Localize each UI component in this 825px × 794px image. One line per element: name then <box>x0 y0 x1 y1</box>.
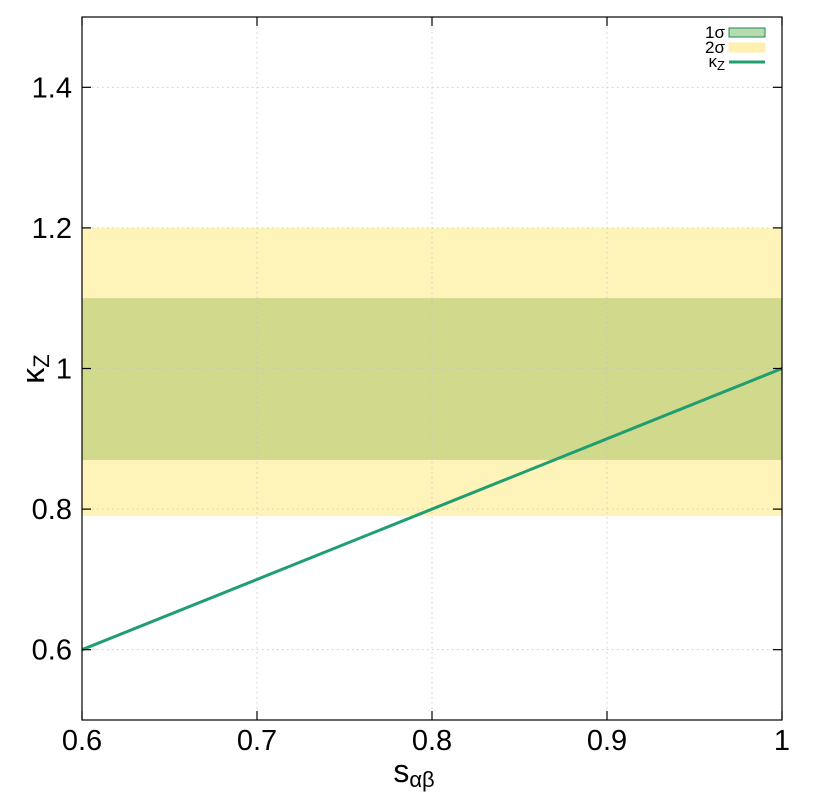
x-tick-label: 0.7 <box>237 725 277 757</box>
series-line-kappa-z <box>81 367 783 652</box>
y-axis-title-sub: Z <box>29 354 54 367</box>
axis-ticks <box>81 17 783 720</box>
legend-label: 2σ <box>705 38 725 57</box>
x-tick-label: 0.9 <box>587 725 627 757</box>
legend-label: 1σ <box>705 23 725 42</box>
y-tick-label: 1.2 <box>32 213 72 245</box>
confidence-bands <box>82 227 782 517</box>
legend-label: κZ <box>709 52 726 73</box>
x-axis-title-main: s <box>393 753 409 789</box>
grid <box>82 17 782 720</box>
y-axis-title-main: κ <box>15 367 51 384</box>
y-axis-title: κZ <box>15 354 54 383</box>
legend-swatch <box>728 27 766 38</box>
y-tick-label: 1 <box>56 354 72 386</box>
x-axis-title: sαβ <box>393 753 434 792</box>
legend-swatch <box>728 42 766 53</box>
x-tick-label: 0.8 <box>412 725 452 757</box>
x-axis-title-sub: αβ <box>409 767 434 792</box>
y-tick-label: 0.6 <box>32 635 72 667</box>
x-tick-labels: 0.6 0.7 0.8 0.9 1 <box>62 725 790 757</box>
y-tick-label: 1.4 <box>32 72 72 104</box>
x-tick-label: 1 <box>774 725 790 757</box>
series-layer <box>81 367 783 652</box>
y-tick-labels: 0.6 0.8 1 1.2 1.4 <box>32 72 72 666</box>
x-tick-label: 0.6 <box>62 725 102 757</box>
y-tick-label: 0.8 <box>32 494 72 526</box>
